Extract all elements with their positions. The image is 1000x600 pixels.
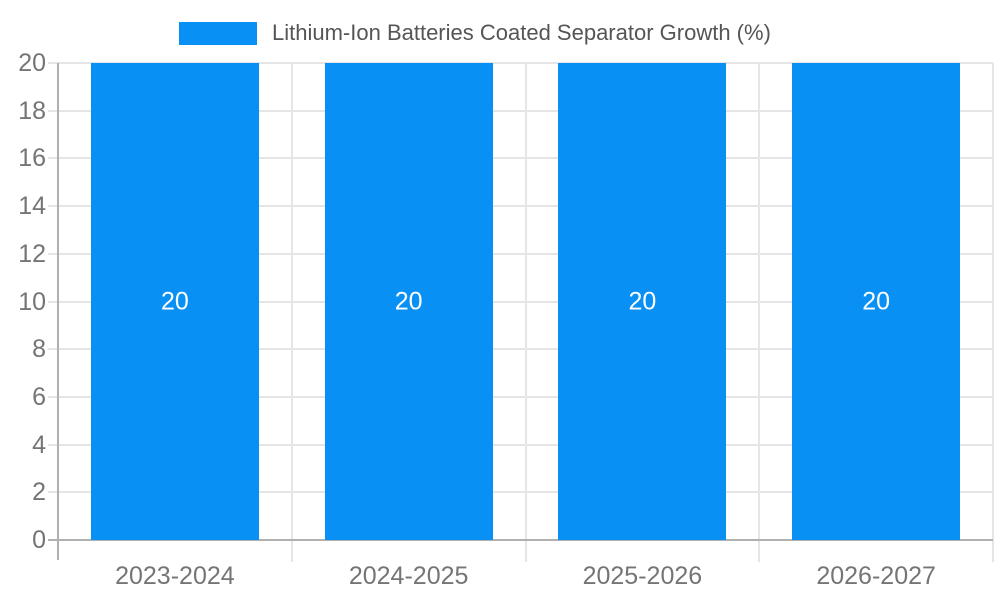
bar[interactable]: 20 (558, 63, 727, 540)
v-gridline (524, 63, 527, 562)
h-gridline (48, 395, 993, 398)
h-gridline (48, 491, 993, 494)
y-tick-label: 10 (18, 287, 46, 316)
plot-area: 20 20 20 20 0 2 4 6 8 10 12 14 16 18 20 2023-2024 2024… (18, 49, 994, 590)
h-gridline (48, 443, 993, 446)
y-tick-label: 12 (18, 239, 46, 268)
x-axis-label: 2024-2025 (348, 562, 469, 590)
bar-value-label: 20 (862, 287, 891, 315)
bar[interactable]: 20 (792, 63, 961, 540)
h-gridline (48, 157, 993, 160)
y-tick-label: 4 (32, 430, 46, 459)
bar-value-label: 20 (628, 287, 657, 315)
x-axis-label: 2023-2024 (115, 562, 235, 590)
x-axis-label: 2026-2027 (816, 562, 936, 590)
y-axis-line (57, 63, 59, 560)
bar-value-label: 20 (160, 287, 189, 315)
h-gridline (48, 252, 993, 255)
bar[interactable]: 20 (90, 63, 259, 540)
h-gridline (48, 300, 993, 303)
legend: Lithium-Ion Batteries Coated Separator G… (179, 21, 771, 45)
y-tick-label: 0 (32, 526, 46, 554)
y-tick-label: 6 (32, 382, 46, 411)
legend-label: Lithium-Ion Batteries Coated Separator G… (272, 20, 771, 45)
legend-swatch (179, 21, 257, 45)
v-gridline (992, 63, 994, 562)
v-gridline (290, 63, 293, 562)
h-gridline (48, 348, 993, 351)
x-axis-line (48, 539, 993, 541)
y-tick-label: 8 (32, 335, 46, 364)
y-tick-label: 20 (18, 49, 46, 77)
v-gridline (758, 63, 761, 562)
bar-value-label: 20 (394, 287, 423, 315)
y-tick-label: 14 (18, 192, 46, 221)
h-gridline (48, 109, 993, 112)
y-tick-label: 16 (18, 144, 46, 173)
y-tick-label: 18 (18, 96, 46, 125)
h-gridline (48, 205, 993, 208)
x-axis-label: 2025-2026 (582, 562, 703, 590)
h-gridline (48, 62, 993, 64)
y-tick-label: 2 (32, 478, 46, 507)
bar[interactable]: 20 (324, 63, 493, 540)
